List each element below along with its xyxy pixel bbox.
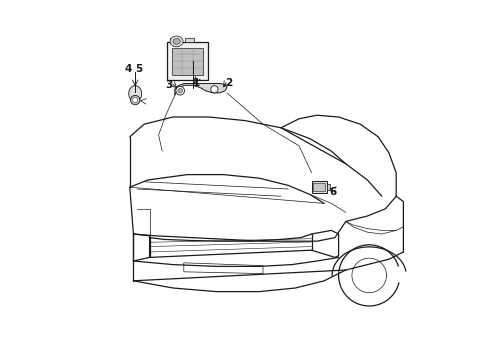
- Bar: [171, 38, 179, 42]
- Bar: [172, 48, 203, 75]
- Polygon shape: [167, 42, 208, 80]
- Circle shape: [178, 88, 183, 93]
- Bar: [327, 184, 330, 190]
- Polygon shape: [175, 84, 227, 95]
- Bar: [314, 183, 325, 191]
- Circle shape: [211, 86, 218, 93]
- Text: 4: 4: [124, 64, 132, 74]
- Text: 6: 6: [330, 187, 337, 197]
- Bar: [312, 181, 327, 193]
- Text: 5: 5: [135, 64, 143, 74]
- Polygon shape: [170, 36, 183, 47]
- Polygon shape: [129, 86, 142, 102]
- Text: 1: 1: [193, 78, 200, 88]
- Circle shape: [133, 98, 138, 103]
- Text: 3: 3: [166, 80, 173, 90]
- Text: 2: 2: [225, 78, 232, 88]
- Bar: [185, 38, 194, 42]
- Polygon shape: [173, 39, 180, 44]
- Circle shape: [176, 86, 185, 95]
- Circle shape: [130, 95, 140, 105]
